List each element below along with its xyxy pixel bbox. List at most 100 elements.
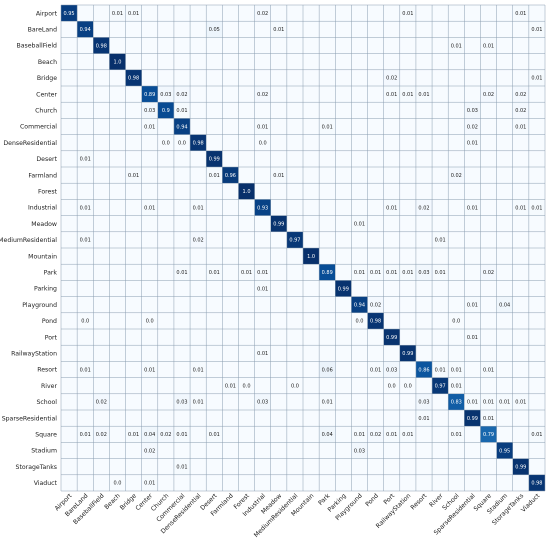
cell-value-label: 0.89	[322, 270, 333, 276]
heatmap-cell	[141, 102, 158, 119]
heatmap-cell	[351, 296, 368, 313]
heatmap-cell	[254, 199, 271, 216]
heatmap-cell	[383, 69, 400, 86]
heatmap-cell	[448, 361, 465, 378]
cell-value-label: 0.01	[176, 432, 187, 438]
cell-value-label: 0.02	[257, 92, 268, 98]
heatmap-cell	[77, 361, 94, 378]
cell-value-label: 0.01	[451, 367, 462, 373]
cell-value-label: 0.01	[176, 270, 187, 276]
cell-value-label: 0.01	[499, 400, 510, 406]
heatmap-cell	[480, 393, 497, 410]
heatmap-cell	[254, 280, 271, 297]
heatmap-cell	[367, 361, 384, 378]
cell-value-label: 0.03	[418, 400, 429, 406]
cell-value-label: 0.03	[386, 367, 397, 373]
heatmap-cell	[77, 231, 94, 248]
heatmap-cell	[399, 426, 416, 443]
cell-value-label: 0.99	[467, 416, 478, 422]
heatmap-cell	[173, 393, 191, 410]
x-tick-labels: AirportBareLandBaseballFieldBeachBridgeC…	[54, 492, 542, 539]
y-tick-label: Park	[44, 270, 58, 277]
cell-value-label: 0.01	[370, 270, 381, 276]
heatmap-cell	[512, 86, 529, 103]
cell-value-label: 0.01	[128, 432, 139, 438]
cell-value-label: 0.01	[176, 108, 187, 114]
y-tick-label: Resort	[37, 367, 57, 374]
heatmap-cell	[141, 86, 158, 103]
cell-value-label: 0.02	[193, 238, 204, 244]
cell-value-label: 0.04	[499, 303, 510, 309]
heatmap-cell	[464, 199, 481, 216]
heatmap-cell	[496, 393, 513, 410]
cell-value-label: 0.98	[531, 481, 542, 487]
cell-value-label: 0.01	[144, 205, 155, 211]
y-tick-label: DenseResidential	[3, 140, 57, 147]
heatmap-cell	[286, 377, 303, 394]
cell-value-label: 0.01	[402, 11, 413, 17]
heatmap-grid	[60, 4, 546, 492]
cell-value-label: 0.0	[452, 319, 460, 325]
cell-value-label: 0.02	[144, 448, 155, 454]
cell-value-label: 0.01	[128, 11, 139, 17]
heatmap-cell	[496, 442, 513, 459]
cell-value-label: 0.01	[386, 270, 397, 276]
heatmap-cell	[190, 231, 207, 248]
heatmap-cell	[77, 150, 94, 167]
heatmap-cell	[464, 329, 481, 346]
cell-value-label: 0.99	[515, 465, 526, 471]
y-tick-label: RailwayStation	[11, 351, 57, 358]
heatmap-cell	[448, 393, 465, 410]
cell-value-label: 0.03	[160, 92, 171, 98]
heatmap-cell	[173, 264, 191, 281]
heatmap-cell	[319, 118, 336, 135]
heatmap-cell	[254, 5, 271, 22]
cell-value-label: 0.04	[322, 432, 333, 438]
cell-value-label: 0.01	[386, 205, 397, 211]
heatmap-cell	[464, 118, 481, 135]
heatmap-cell	[319, 393, 336, 410]
heatmap-cell	[383, 86, 400, 103]
heatmap-cell	[206, 150, 223, 167]
heatmap-cell	[399, 345, 416, 362]
cell-value-labels: 0.95 0.01 0.01 0.02 0.01 0.010.94 0.05 0.01 0.01…	[63, 11, 542, 487]
cell-value-label: 0.01	[241, 270, 252, 276]
cell-value-label: 0.01	[354, 432, 365, 438]
heatmap-cell	[254, 134, 271, 151]
heatmap-cell	[432, 377, 449, 394]
heatmap-cell	[528, 21, 545, 38]
y-tick-label: Pond	[42, 318, 57, 325]
cell-value-label: 0.01	[112, 11, 123, 17]
y-tick-label: Stadium	[31, 448, 57, 455]
heatmap-cell	[173, 86, 191, 103]
cell-value-label: 0.01	[80, 238, 91, 244]
cell-value-label: 0.01	[144, 481, 155, 487]
cell-value-label: 1.0	[243, 189, 251, 195]
cell-value-label: 0.93	[257, 205, 268, 211]
heatmap-cell	[415, 264, 433, 281]
heatmap-cell	[480, 86, 497, 103]
cell-value-label: 0.02	[386, 76, 397, 82]
cell-value-label: 0.0	[146, 319, 154, 325]
cell-value-label: 0.02	[160, 432, 171, 438]
cell-value-label: 0.01	[193, 400, 204, 406]
cell-value-label: 0.01	[322, 124, 333, 130]
heatmap-cell	[206, 264, 223, 281]
heatmap-cell	[528, 199, 545, 216]
cell-value-label: 0.02	[96, 400, 107, 406]
heatmap-cell	[254, 393, 271, 410]
cell-value-label: 0.02	[176, 92, 187, 98]
cell-value-label: 0.01	[483, 43, 494, 49]
cell-value-label: 0.97	[289, 238, 300, 244]
heatmap-cell	[173, 426, 191, 443]
cell-value-label: 0.95	[499, 448, 510, 454]
cell-value-label: 0.0	[113, 481, 121, 487]
heatmap-cell	[319, 426, 336, 443]
cell-value-label: 0.9	[162, 108, 170, 114]
heatmap-cell	[448, 37, 465, 54]
cell-value-label: 0.0	[81, 319, 89, 325]
heatmap-cell	[351, 215, 368, 232]
cell-value-label: 0.01	[483, 400, 494, 406]
cell-value-label: 0.03	[418, 270, 429, 276]
heatmap-cell	[432, 361, 449, 378]
